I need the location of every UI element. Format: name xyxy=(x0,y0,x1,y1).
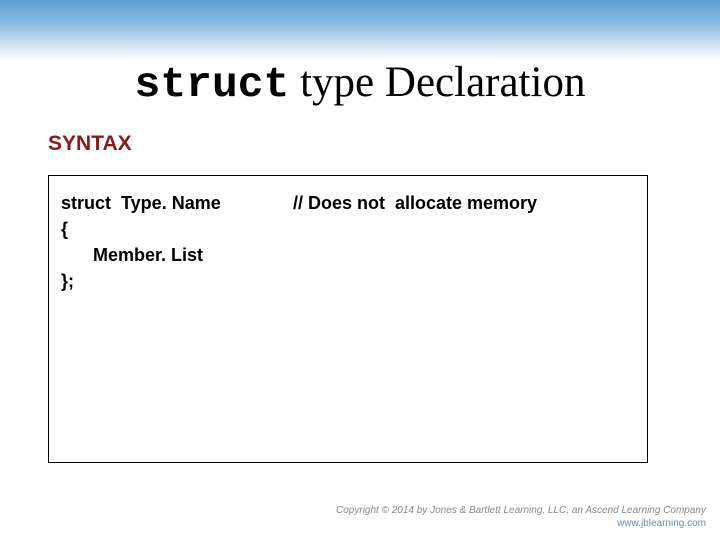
syntax-code-box: struct Type. Name// Does not allocate me… xyxy=(48,175,648,463)
title-rest: type Declaration xyxy=(289,59,585,106)
copyright-text: Copyright © 2014 by Jones & Bartlett Lea… xyxy=(336,504,706,517)
slide-title: struct type Declaration xyxy=(0,58,720,109)
title-keyword: struct xyxy=(135,60,290,109)
copyright-site: www.jblearning.com xyxy=(336,517,706,530)
code-comment: // Does not allocate memory xyxy=(293,190,537,216)
header-gradient xyxy=(0,0,720,60)
code-line-2: { xyxy=(61,216,635,242)
code-line-1: struct Type. Name// Does not allocate me… xyxy=(61,190,635,216)
syntax-label: SYNTAX xyxy=(48,132,132,156)
code-line-4: }; xyxy=(61,268,635,294)
code-struct-decl: struct Type. Name xyxy=(61,190,293,216)
copyright-footer: Copyright © 2014 by Jones & Bartlett Lea… xyxy=(336,504,706,530)
code-line-3: Member. List xyxy=(61,242,635,268)
